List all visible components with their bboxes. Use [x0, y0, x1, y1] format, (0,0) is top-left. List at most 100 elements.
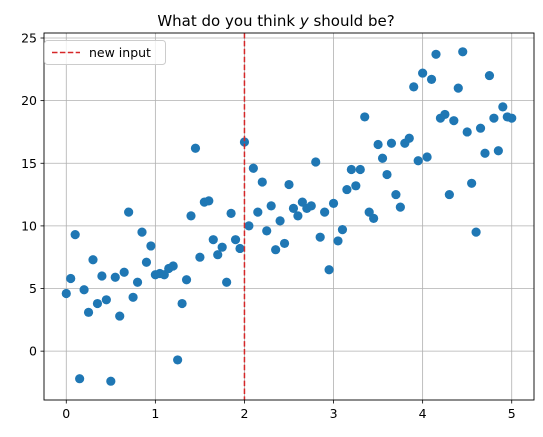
x-tick-label: 2 [240, 406, 248, 421]
data-point [106, 376, 116, 386]
legend-label-new-input: new input [89, 45, 151, 60]
data-point [230, 235, 241, 245]
data-point [146, 241, 156, 251]
data-point [70, 230, 80, 240]
data-point [279, 238, 290, 249]
data-point [195, 252, 205, 262]
data-point [226, 208, 236, 218]
data-point [377, 153, 388, 163]
data-point [275, 216, 285, 226]
data-point [315, 232, 325, 242]
y-tick-label: 20 [21, 93, 37, 108]
data-point [132, 277, 143, 287]
data-point [422, 152, 432, 162]
data-point [391, 189, 401, 200]
data-point [306, 201, 316, 211]
data-point [351, 181, 361, 191]
data-point [355, 164, 365, 175]
data-point [467, 178, 477, 188]
data-point [79, 285, 89, 295]
data-point [262, 226, 272, 236]
data-point [181, 275, 192, 285]
data-point [213, 250, 223, 260]
y-axis: 0 5 10 15 20 25 [21, 31, 44, 359]
data-point [244, 221, 254, 231]
data-point [239, 137, 250, 147]
y-tick-label: 0 [29, 344, 37, 359]
data-point [288, 203, 299, 213]
data-point [217, 242, 227, 252]
chart-title-before: What do you think [157, 12, 300, 30]
data-point [507, 113, 517, 123]
data-point [453, 83, 463, 93]
data-point [458, 47, 468, 57]
data-point [324, 265, 334, 275]
data-point [484, 70, 495, 81]
data-point [204, 196, 214, 206]
data-point [190, 143, 201, 153]
chart-title-variable: y [299, 12, 310, 30]
data-point [386, 138, 397, 148]
data-point [369, 213, 379, 223]
data-point [471, 227, 481, 237]
data-point [293, 211, 303, 221]
data-point [328, 198, 339, 208]
data-point [222, 277, 232, 287]
data-point [83, 307, 94, 317]
data-point [346, 164, 356, 175]
data-point [75, 374, 85, 384]
data-point [311, 157, 321, 167]
data-point [266, 201, 276, 211]
data-point [208, 235, 218, 245]
x-tick-label: 1 [151, 406, 159, 421]
data-point [382, 169, 392, 180]
data-point [493, 146, 503, 156]
data-point [333, 236, 343, 246]
data-point [426, 74, 437, 84]
data-point [115, 311, 125, 321]
data-point [168, 261, 178, 271]
data-point [177, 298, 187, 309]
data-point [440, 109, 450, 120]
legend-box [44, 40, 166, 65]
data-point [360, 112, 370, 122]
plot-frame [43, 32, 535, 401]
data-point [66, 273, 76, 284]
data-point [444, 189, 454, 200]
data-point [110, 272, 120, 282]
data-point [431, 49, 441, 59]
grid [44, 33, 534, 400]
data-point [257, 177, 267, 187]
data-point [128, 292, 138, 302]
data-point [449, 116, 459, 126]
data-point [475, 123, 486, 133]
data-point [413, 156, 423, 166]
data-point [92, 298, 103, 309]
data-point [480, 148, 490, 158]
data-point [253, 207, 263, 217]
data-point [409, 82, 419, 92]
data-point [124, 207, 134, 217]
data-point [404, 133, 414, 143]
data-point [342, 184, 352, 195]
data-point [284, 179, 294, 190]
y-tick-label: 25 [21, 31, 37, 46]
data-point [88, 255, 98, 265]
legend: new input [44, 40, 166, 65]
data-point [97, 271, 107, 281]
data-point [337, 225, 348, 235]
data-point [320, 207, 330, 217]
data-point [101, 295, 111, 305]
y-tick-label: 5 [29, 281, 37, 296]
data-point [395, 202, 405, 212]
data-point [373, 139, 383, 150]
data-point [498, 102, 508, 112]
data-point [186, 211, 196, 221]
data-point [235, 243, 245, 254]
chart-title-after: should be? [309, 12, 395, 30]
x-tick-label: 5 [508, 406, 516, 421]
x-tick-label: 4 [419, 406, 427, 421]
data-point [418, 68, 428, 78]
x-axis: 0 1 2 3 4 5 [62, 400, 516, 421]
